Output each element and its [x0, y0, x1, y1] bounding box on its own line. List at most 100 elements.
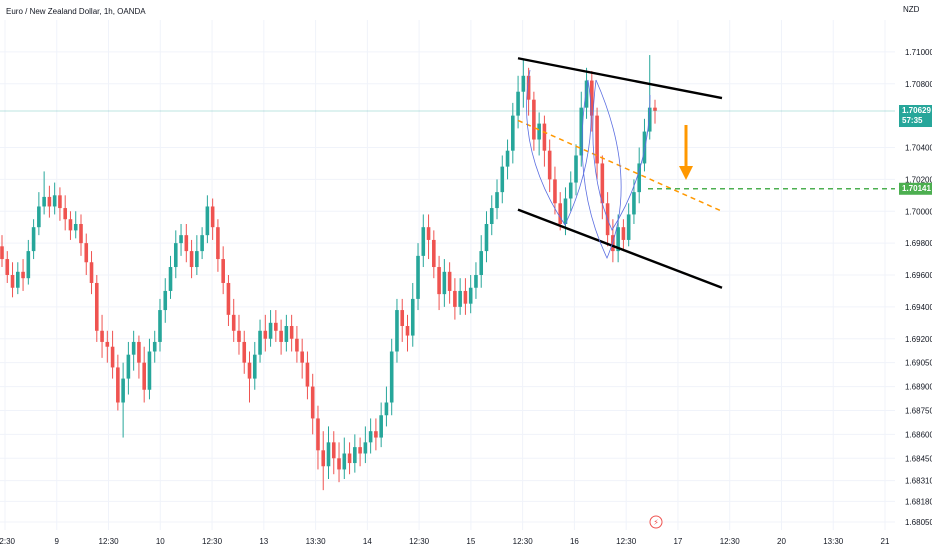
- candle-body: [537, 123, 541, 140]
- candle-body: [626, 214, 631, 240]
- candle-body: [0, 246, 4, 260]
- candle-body: [584, 80, 589, 108]
- candle-body: [511, 115, 515, 151]
- time-tick-label: 12:30: [99, 537, 120, 546]
- candle-body: [189, 251, 194, 268]
- candle-body: [437, 267, 441, 295]
- candle-body: [163, 290, 168, 311]
- candle-body: [126, 354, 131, 379]
- candle-body: [442, 271, 447, 295]
- candle-body: [184, 235, 189, 252]
- candle-body: [316, 418, 320, 451]
- candle-body: [590, 80, 594, 116]
- candle-body: [168, 267, 173, 291]
- time-tick-label: 15: [466, 537, 475, 546]
- price-tick-label: 1.70000: [905, 207, 932, 216]
- candle-body: [131, 341, 136, 355]
- candle-body: [632, 192, 636, 215]
- candle-body: [405, 326, 410, 336]
- candle-body: [347, 453, 352, 464]
- candle-body: [474, 275, 478, 288]
- pattern-arc: [592, 79, 651, 231]
- price-tick-label: 1.68310: [905, 477, 932, 486]
- candle-body: [642, 131, 647, 164]
- candle-body: [52, 195, 57, 207]
- candle-body: [463, 290, 468, 304]
- candle-body: [242, 341, 247, 363]
- time-tick-label: 12:30: [202, 537, 223, 546]
- candle-body: [173, 243, 178, 268]
- price-tick-label: 1.69200: [905, 335, 932, 344]
- candle-body: [58, 195, 62, 209]
- candle-body: [89, 262, 94, 283]
- time-tick-label: 14: [363, 537, 372, 546]
- time-tick-label: 13:30: [306, 537, 327, 546]
- current-price-badge-text: 1.70629: [902, 106, 931, 115]
- candle-body: [79, 224, 83, 244]
- candle-body: [647, 107, 652, 132]
- candle-body: [368, 431, 373, 443]
- candle-body: [337, 458, 341, 470]
- candle-body: [289, 326, 294, 339]
- current-price-badge: [899, 105, 932, 128]
- candle-body: [300, 351, 304, 363]
- candle-body: [326, 442, 331, 467]
- candle-body: [489, 208, 494, 224]
- candle-body: [158, 310, 162, 342]
- candle-body: [653, 107, 657, 111]
- candle-body: [516, 91, 520, 116]
- candle-body: [616, 227, 620, 252]
- price-tick-label: 1.69400: [905, 303, 932, 312]
- candle-body: [116, 367, 120, 403]
- candle-body: [216, 227, 220, 260]
- candle-body: [495, 192, 499, 209]
- candle-body: [458, 290, 462, 307]
- candle-body: [358, 447, 362, 454]
- price-tick-label: 1.70400: [905, 144, 932, 153]
- candle-body: [305, 362, 310, 387]
- chart-grid: [0, 20, 895, 530]
- candle-body: [26, 251, 31, 279]
- candle-body: [484, 224, 489, 252]
- event-icon: [649, 515, 663, 529]
- candle-body: [84, 243, 89, 263]
- time-tick-label: 16: [570, 537, 579, 546]
- candle-body: [374, 431, 378, 438]
- candle-body: [231, 314, 236, 331]
- candle-body: [342, 453, 347, 470]
- candle-body: [453, 290, 457, 307]
- candle-body: [447, 271, 452, 291]
- candle-body: [395, 310, 399, 352]
- candle-body: [221, 259, 225, 283]
- candle-body: [21, 271, 25, 279]
- candle-body: [121, 378, 125, 403]
- candle-body: [100, 330, 104, 342]
- candle-body: [532, 99, 536, 140]
- price-tick-label: 1.69050: [905, 359, 932, 368]
- time-tick-label: 10: [156, 537, 165, 546]
- time-tick-label: 13: [259, 537, 268, 546]
- price-tick-label: 1.68050: [905, 518, 932, 527]
- candle-body: [505, 150, 510, 167]
- candle-body: [31, 227, 36, 252]
- candle-body: [237, 330, 241, 342]
- candle-body: [205, 206, 210, 236]
- candle-body: [200, 235, 204, 252]
- time-tick-label: 12:30: [720, 537, 741, 546]
- target-price-badge-text: 1.70141: [902, 184, 931, 193]
- candle-body: [579, 107, 584, 156]
- price-tick-label: 1.68180: [905, 497, 932, 506]
- candle-body: [68, 219, 73, 231]
- candle-body: [321, 450, 326, 467]
- price-tick-label: 1.70800: [905, 80, 932, 89]
- candle-body: [558, 203, 563, 224]
- candle-body: [526, 75, 531, 100]
- candle-body: [363, 442, 368, 454]
- price-tick-label: 1.68450: [905, 454, 932, 463]
- candle-body: [42, 196, 46, 207]
- candle-body: [258, 330, 262, 355]
- upper-channel-line: [517, 57, 723, 100]
- candle-body: [252, 354, 257, 379]
- candle-body: [147, 351, 152, 390]
